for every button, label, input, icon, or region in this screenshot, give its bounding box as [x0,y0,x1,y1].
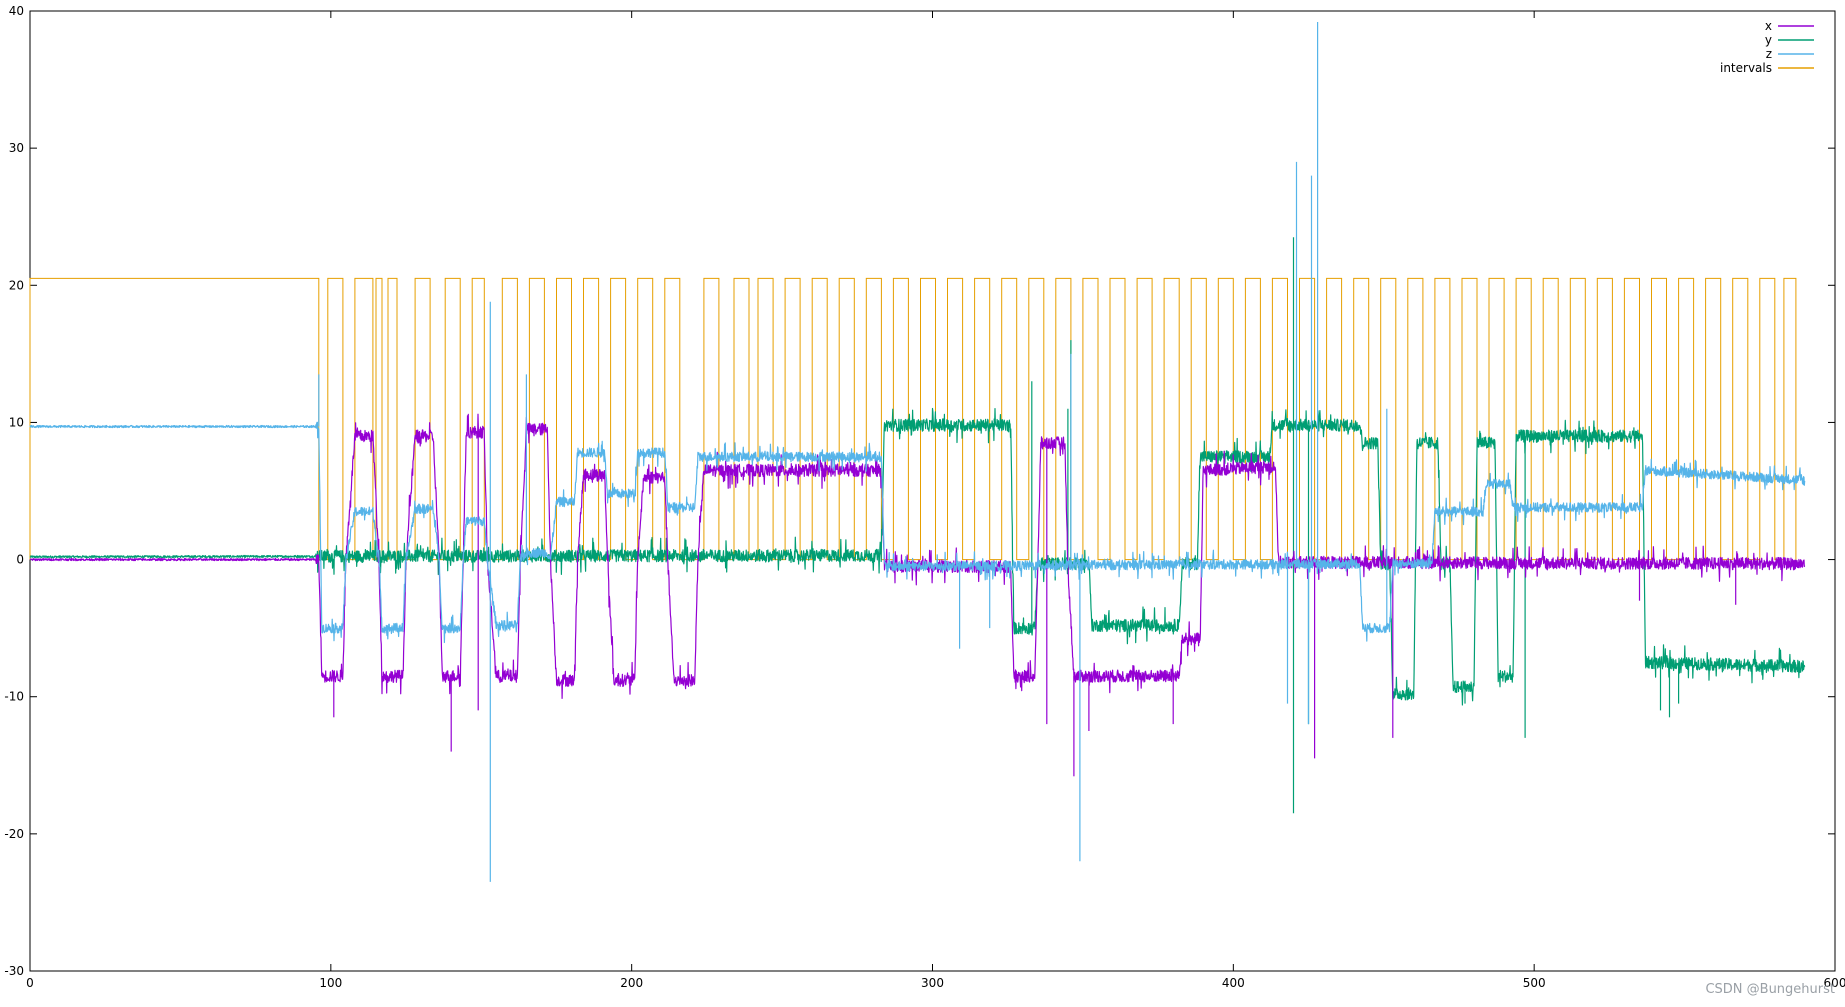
series-line-y [29,407,1806,706]
y-tick-label: 40 [9,4,24,18]
series-line-z [29,421,1806,644]
x-tick-label: 200 [620,976,643,990]
y-tick-label: -30 [4,964,24,978]
series-layer [29,22,1806,882]
y-tick-label: 30 [9,141,24,155]
legend-label-y: y [1765,33,1772,47]
axis-ticks: 0 100 200 300 400 500 600 -30 -20 -10 0 10 20 30 40 [4,4,1845,990]
x-tick-label: 600 [1824,976,1845,990]
x-tick-label: 400 [1222,976,1245,990]
x-tick-label: 100 [319,976,342,990]
x-tick-label: 300 [921,976,944,990]
legend-label-z: z [1766,47,1772,61]
watermark: CSDN @Bungehurst [1705,982,1835,997]
x-tick-label: 0 [26,976,34,990]
y-tick-label: 0 [16,553,24,567]
x-tick-label: 500 [1523,976,1546,990]
y-tick-label: -10 [4,690,24,704]
legend-label-x: x [1765,19,1772,33]
plot-frame [29,10,1836,972]
y-tick-label: -20 [4,827,24,841]
y-tick-label: 10 [9,415,24,429]
legend-label-intervals: intervals [1720,61,1772,75]
y-tick-label: 20 [9,278,24,292]
